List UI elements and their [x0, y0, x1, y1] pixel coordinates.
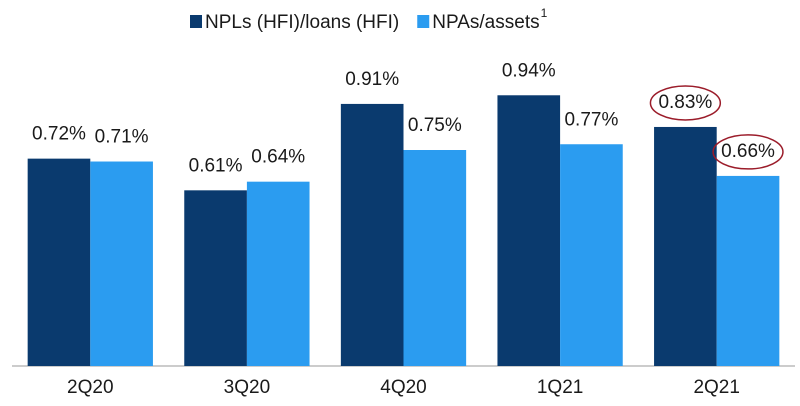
value-label: 0.66% — [721, 141, 775, 162]
x-tick-label: 2Q21 — [693, 377, 739, 398]
legend-label: NPAs/assets — [432, 12, 539, 33]
bar — [403, 150, 467, 366]
value-label: 0.71% — [95, 127, 149, 148]
highlight-circle — [649, 85, 722, 121]
highlight-circle — [712, 134, 784, 170]
legend-footnote: 1 — [541, 6, 548, 20]
value-label: 0.61% — [189, 155, 243, 176]
bar — [497, 95, 561, 366]
value-label: 0.91% — [345, 69, 399, 90]
bar — [560, 144, 623, 366]
value-label: 0.75% — [408, 115, 462, 136]
value-label: 0.64% — [251, 147, 305, 168]
x-tick-label: 3Q20 — [224, 377, 270, 398]
bar — [246, 181, 310, 366]
bar — [90, 161, 153, 366]
bar — [340, 103, 404, 367]
legend-label: NPLs (HFI)/loans (HFI) — [205, 12, 399, 33]
legend-swatch — [417, 15, 430, 28]
value-label: 0.83% — [658, 92, 712, 113]
value-label: 0.77% — [564, 109, 618, 130]
bar — [716, 175, 780, 366]
value-label: 0.72% — [32, 124, 86, 145]
bar — [27, 158, 91, 366]
bar — [184, 190, 247, 366]
bar — [654, 126, 717, 367]
legend-swatch — [190, 15, 202, 28]
value-label: 0.94% — [502, 60, 556, 81]
x-tick-label: 4Q20 — [380, 377, 426, 398]
x-tick-label: 1Q21 — [537, 377, 583, 398]
x-tick-label: 2Q20 — [67, 377, 113, 398]
